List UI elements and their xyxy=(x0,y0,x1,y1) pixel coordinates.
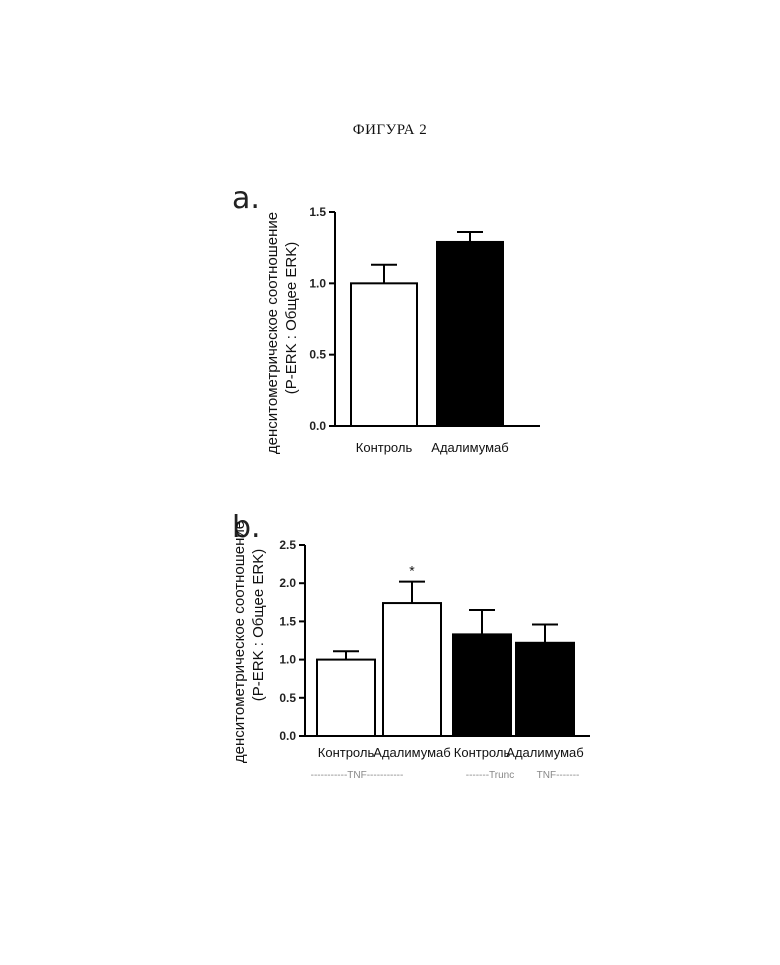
bar xyxy=(317,660,375,736)
y-tick-label: 1.5 xyxy=(309,205,326,219)
bar xyxy=(453,634,511,736)
group-label: TNF------- xyxy=(537,770,580,781)
panel-a-letter: a. xyxy=(232,181,260,216)
panel-b-ylabel-line1: денситометрическое соотношение xyxy=(231,521,248,763)
bar xyxy=(383,603,441,736)
category-label: Адалимумаб xyxy=(373,745,450,760)
panel-a-ylabel-line1: денситометрическое соотношение xyxy=(264,212,281,454)
y-tick-label: 1.0 xyxy=(309,276,326,290)
panel-a-ylabel-line2: (P-ERK : Общее ERK) xyxy=(283,242,300,394)
y-tick-label: 1.5 xyxy=(279,614,296,628)
y-tick-label: 0.5 xyxy=(309,348,326,362)
bar xyxy=(437,242,503,426)
panel-b-chart: b. денситометрическое соотношение (P-ERK… xyxy=(231,510,590,781)
group-label: -----------TNF----------- xyxy=(311,770,404,781)
significance-marker: * xyxy=(409,563,415,579)
panel-b-ylabel-line2: (P-ERK : Общее ERK) xyxy=(250,549,267,701)
bar xyxy=(516,643,574,736)
y-tick-label: 0.0 xyxy=(279,729,296,743)
category-label: Контроль xyxy=(318,745,375,760)
y-tick-label: 2.0 xyxy=(279,576,296,590)
y-tick-label: 0.0 xyxy=(309,419,326,433)
y-tick-label: 1.0 xyxy=(279,653,296,667)
group-label: -------Trunc xyxy=(466,770,515,781)
bar xyxy=(351,283,417,426)
category-label: Контроль xyxy=(454,745,511,760)
category-label: Адалимумаб xyxy=(506,745,583,760)
category-label: Адалимумаб xyxy=(431,440,508,455)
y-tick-label: 0.5 xyxy=(279,691,296,705)
panel-a-chart: a. денситометрическое соотношение (P-ERK… xyxy=(232,181,540,455)
y-tick-label: 2.5 xyxy=(279,538,296,552)
category-label: Контроль xyxy=(356,440,413,455)
